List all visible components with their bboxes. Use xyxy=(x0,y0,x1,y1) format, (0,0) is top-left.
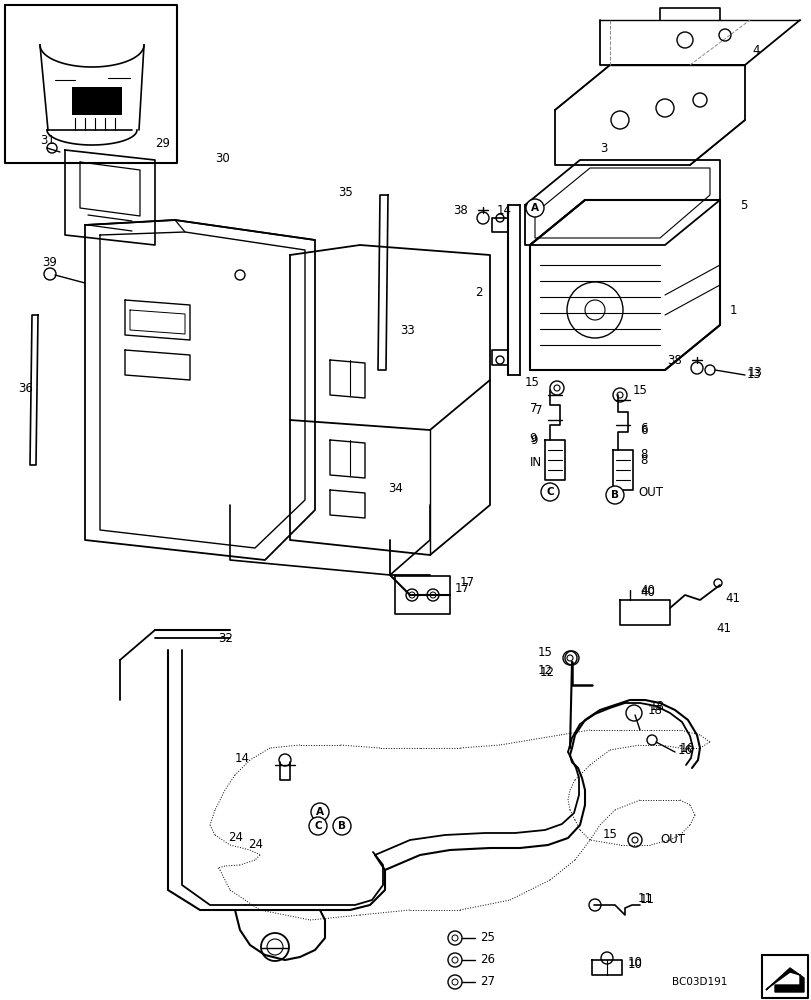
Text: 7: 7 xyxy=(534,403,542,416)
Text: 1: 1 xyxy=(729,304,736,316)
Text: 11: 11 xyxy=(637,892,652,906)
Text: 12: 12 xyxy=(539,666,554,678)
Text: C: C xyxy=(314,821,321,831)
Text: 41: 41 xyxy=(724,591,739,604)
Text: OUT: OUT xyxy=(659,833,684,846)
Text: 6: 6 xyxy=(639,424,646,436)
Circle shape xyxy=(526,199,543,217)
Text: 18: 18 xyxy=(649,700,664,712)
Text: 16: 16 xyxy=(677,743,692,756)
Circle shape xyxy=(311,803,328,821)
Text: A: A xyxy=(530,203,539,213)
Text: 5: 5 xyxy=(739,199,746,212)
Text: 15: 15 xyxy=(603,828,617,841)
Text: 8: 8 xyxy=(639,454,646,466)
Text: 40: 40 xyxy=(639,585,654,598)
Text: 15: 15 xyxy=(633,383,647,396)
Text: B: B xyxy=(610,490,618,500)
Text: 9: 9 xyxy=(530,434,537,446)
Text: 24: 24 xyxy=(247,838,263,851)
Text: 15: 15 xyxy=(538,646,552,658)
Text: 8: 8 xyxy=(639,448,646,462)
Text: 9: 9 xyxy=(528,432,536,444)
Bar xyxy=(72,87,122,115)
Text: 3: 3 xyxy=(599,142,607,155)
Text: 29: 29 xyxy=(155,137,169,150)
Text: 35: 35 xyxy=(337,186,352,199)
Text: IN: IN xyxy=(530,456,542,468)
Text: 6: 6 xyxy=(639,422,646,434)
Text: 4: 4 xyxy=(751,44,758,57)
Text: 10: 10 xyxy=(627,956,642,969)
Text: 16: 16 xyxy=(679,741,694,754)
Text: 41: 41 xyxy=(715,621,730,634)
Text: 38: 38 xyxy=(453,204,467,217)
Text: OUT: OUT xyxy=(637,487,663,499)
Text: 32: 32 xyxy=(217,632,233,644)
Text: 36: 36 xyxy=(18,381,32,394)
Text: 14: 14 xyxy=(496,204,512,217)
Text: 30: 30 xyxy=(215,152,230,165)
Text: 2: 2 xyxy=(474,286,482,300)
Text: 13: 13 xyxy=(746,367,761,380)
Circle shape xyxy=(333,817,350,835)
Text: B: B xyxy=(337,821,345,831)
Text: 12: 12 xyxy=(538,664,552,676)
Text: 34: 34 xyxy=(388,482,402,494)
Text: 17: 17 xyxy=(460,576,474,588)
Text: 27: 27 xyxy=(479,975,495,988)
Text: A: A xyxy=(315,807,324,817)
Text: 17: 17 xyxy=(454,582,470,594)
Text: 15: 15 xyxy=(525,375,539,388)
Text: 38: 38 xyxy=(667,355,681,367)
Text: BC03D191: BC03D191 xyxy=(672,977,727,987)
Polygon shape xyxy=(765,968,803,992)
Circle shape xyxy=(309,817,327,835)
Text: 10: 10 xyxy=(627,958,642,971)
Text: 39: 39 xyxy=(42,255,57,268)
Circle shape xyxy=(605,486,623,504)
Text: C: C xyxy=(546,487,553,497)
Text: 11: 11 xyxy=(639,894,654,906)
Text: 18: 18 xyxy=(647,704,662,716)
Text: 13: 13 xyxy=(747,365,762,378)
Text: 24: 24 xyxy=(228,831,242,844)
Text: 26: 26 xyxy=(479,953,495,966)
Text: 7: 7 xyxy=(530,401,537,414)
Circle shape xyxy=(540,483,558,501)
Text: 31: 31 xyxy=(40,134,55,147)
Text: 40: 40 xyxy=(639,584,654,596)
Text: 33: 33 xyxy=(400,324,414,336)
Text: 14: 14 xyxy=(234,752,250,764)
Text: 25: 25 xyxy=(479,931,494,944)
